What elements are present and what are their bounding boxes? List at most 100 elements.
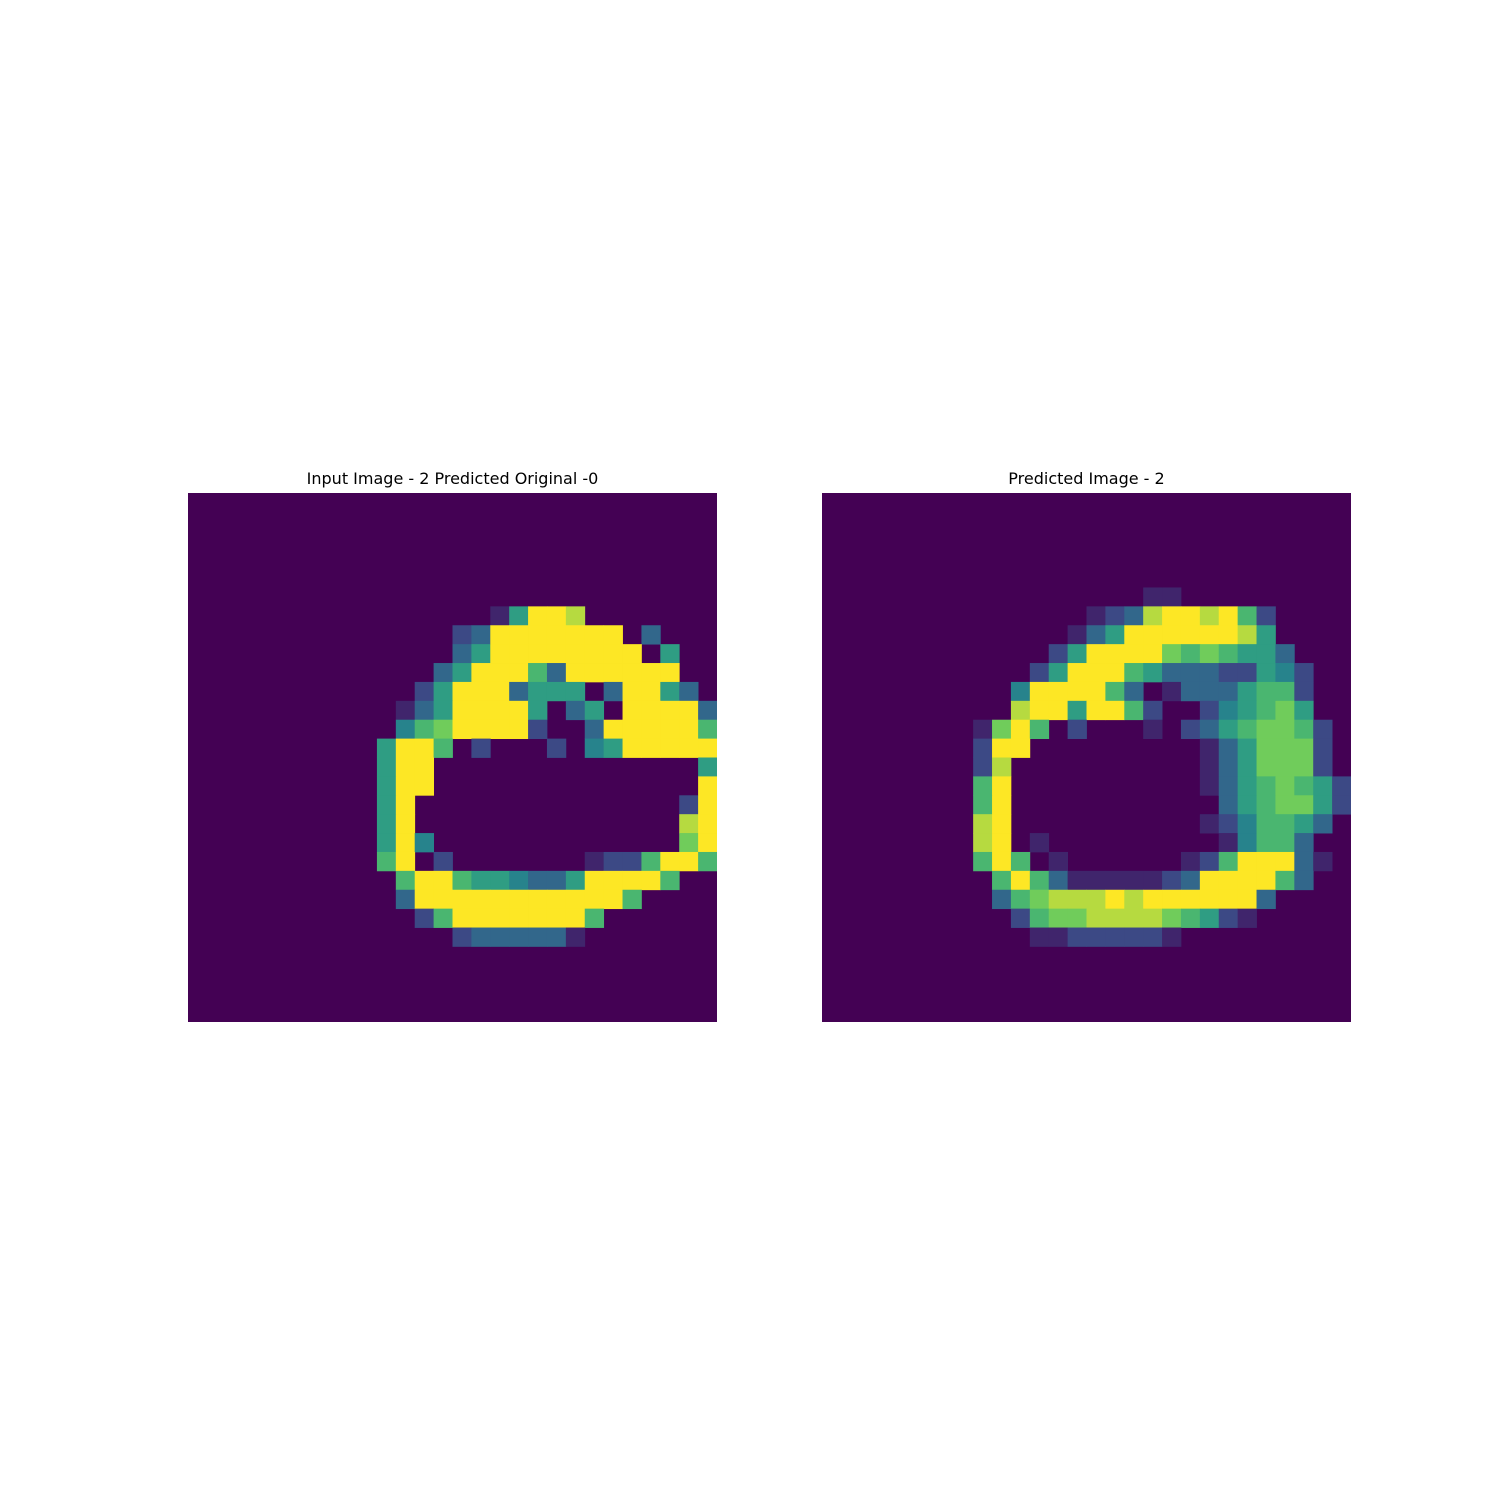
predicted-image-pixel (1218, 738, 1239, 758)
predicted-image-pixel (1237, 663, 1257, 683)
input-image-pixel (622, 644, 642, 664)
input-image-pixel (641, 738, 661, 758)
predicted-image-pixel (1256, 606, 1276, 626)
predicted-image-pixel (1124, 644, 1144, 664)
predicted-image-pixel (1237, 606, 1257, 626)
predicted-image-pixel (1313, 851, 1333, 872)
input-image-pixel (471, 663, 491, 683)
predicted-image-pixel (992, 889, 1012, 910)
input-image-pixel (509, 889, 529, 910)
predicted-image-pixel (1294, 870, 1314, 891)
input-image-pixel (584, 719, 605, 740)
input-image-pixel (565, 870, 586, 891)
input-image-pixel (641, 681, 661, 702)
input-image-pixel (376, 851, 397, 872)
input-image-pixel (528, 644, 548, 664)
input-image-pixel (622, 870, 642, 891)
input-image-pixel (471, 870, 491, 891)
predicted-image-pixel (1180, 851, 1201, 872)
input-image-pixel (660, 681, 680, 702)
input-image-pixel (546, 738, 567, 758)
predicted-image-pixel (1162, 625, 1182, 645)
predicted-image-pixel (1105, 908, 1125, 928)
predicted-image-pixel (1105, 663, 1125, 683)
input-image-pixel (622, 700, 642, 721)
predicted-image-pixel (992, 719, 1012, 740)
predicted-image-pixel (1143, 927, 1163, 947)
predicted-image-pixel (1294, 814, 1314, 834)
predicted-image-pixel (1294, 681, 1314, 702)
input-image-pixel (490, 927, 510, 947)
predicted-image-pixel (1275, 681, 1295, 702)
predicted-image-pixel (1275, 814, 1295, 834)
predicted-image-pixel (1180, 889, 1201, 910)
input-image-pixel (584, 738, 605, 758)
input-image-pixel (395, 719, 416, 740)
input-image-pixel (528, 606, 548, 626)
predicted-image-pixel (1124, 870, 1144, 891)
input-image-pixel (471, 908, 491, 928)
input-image-pixel (414, 776, 435, 796)
input-image-pixel (698, 776, 717, 796)
input-image-pixel (452, 644, 472, 664)
input-image-pixel (546, 681, 567, 702)
predicted-image-pixel (1237, 870, 1257, 891)
predicted-image-pixel (1086, 625, 1106, 645)
predicted-image-pixel (1275, 738, 1295, 758)
predicted-image-pixel (1275, 700, 1295, 721)
input-image-pixel (414, 757, 435, 777)
predicted-image-pixel (1199, 663, 1220, 683)
predicted-image-pixel (1010, 870, 1031, 891)
predicted-image-pixel (1086, 889, 1106, 910)
input-image-pixel (641, 700, 661, 721)
input-image-pixel (660, 738, 680, 758)
predicted-image-pixel (1162, 889, 1182, 910)
predicted-image-pixel (1237, 719, 1257, 740)
input-image-heatmap (188, 493, 717, 1022)
predicted-image-pixel (1010, 738, 1031, 758)
input-image-pixel (395, 851, 416, 872)
input-image-pixel (414, 700, 435, 721)
input-image-pixel (603, 738, 623, 758)
input-image-pixel (546, 889, 567, 910)
predicted-image-pixel (1332, 776, 1351, 796)
predicted-image-pixel (1105, 644, 1125, 664)
input-image-pixel (546, 606, 567, 626)
predicted-image-pixel (1218, 719, 1239, 740)
predicted-image-pixel (1067, 625, 1087, 645)
input-image-pixel (622, 851, 642, 872)
predicted-image-pixel (1010, 889, 1031, 910)
predicted-image-pixel (992, 795, 1012, 815)
predicted-image-pixel (1199, 719, 1220, 740)
predicted-image-pixel (1294, 795, 1314, 815)
predicted-image-pixel (1105, 870, 1125, 891)
predicted-image-pixel (1180, 870, 1201, 891)
predicted-image-pixel (1124, 606, 1144, 626)
predicted-image-pixel (1256, 795, 1276, 815)
input-image-pixel (528, 681, 548, 702)
predicted-image-pixel (1086, 908, 1106, 928)
predicted-image-pixel (1105, 606, 1125, 626)
input-image-pixel (395, 889, 416, 910)
predicted-image-pixel (973, 776, 993, 796)
input-image-pixel (546, 663, 567, 683)
input-image-pixel (395, 814, 416, 834)
input-image-pixel (603, 663, 623, 683)
input-image-pixel (584, 663, 605, 683)
input-image-pixel (452, 663, 472, 683)
predicted-image-pixel (973, 833, 993, 853)
input-image-pixel (698, 814, 717, 834)
predicted-image-pixel (1313, 738, 1333, 758)
predicted-image-pixel (1048, 851, 1069, 872)
input-image-pixel (376, 776, 397, 796)
input-image-pixel (546, 908, 567, 928)
predicted-image-pixel (1105, 889, 1125, 910)
predicted-image-pixel (1332, 795, 1351, 815)
predicted-image-pixel (1218, 776, 1239, 796)
input-image-pixel (584, 908, 605, 928)
predicted-image-pixel (1029, 663, 1050, 683)
predicted-image-pixel (1086, 870, 1106, 891)
predicted-image-pixel (1237, 851, 1257, 872)
input-image-pixel (433, 738, 453, 758)
input-image-pixel (603, 851, 623, 872)
